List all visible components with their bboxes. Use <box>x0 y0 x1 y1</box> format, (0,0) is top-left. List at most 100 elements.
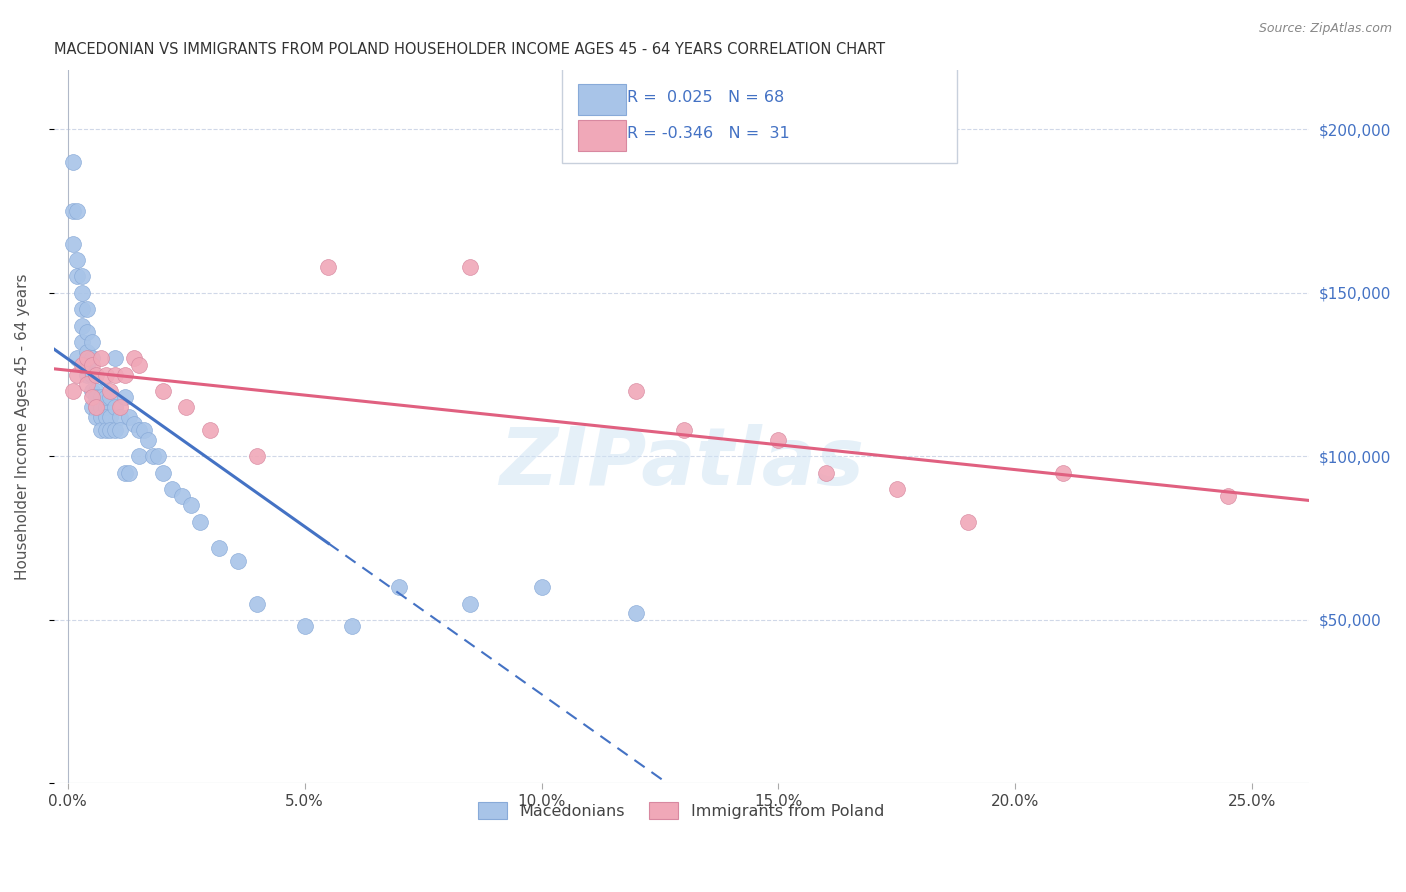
Point <box>100 410 122 425</box>
Point <box>94 423 117 437</box>
Point <box>228 554 250 568</box>
Point <box>108 410 131 425</box>
Point <box>76 325 98 339</box>
Point <box>100 391 122 405</box>
Text: R = -0.346   N =  31: R = -0.346 N = 31 <box>627 126 790 141</box>
Point <box>66 204 89 219</box>
Point <box>208 541 231 555</box>
Point <box>80 351 103 366</box>
Point <box>190 515 212 529</box>
Point <box>66 253 89 268</box>
Point <box>104 368 127 382</box>
Point <box>152 384 174 398</box>
Point <box>80 384 103 398</box>
Text: R =  0.025   N = 68: R = 0.025 N = 68 <box>627 90 785 105</box>
Point <box>114 368 136 382</box>
Point <box>70 358 93 372</box>
Point <box>626 384 648 398</box>
Point <box>84 401 107 415</box>
Point <box>460 597 482 611</box>
Point <box>100 384 122 398</box>
Point <box>80 368 103 382</box>
Point <box>76 377 98 392</box>
Point <box>62 236 84 251</box>
Point <box>114 391 136 405</box>
Point <box>886 482 908 496</box>
Point <box>66 269 89 284</box>
Point <box>70 269 93 284</box>
Point <box>246 597 269 611</box>
Point <box>1052 466 1074 480</box>
Point <box>76 351 98 366</box>
Point <box>66 368 89 382</box>
FancyBboxPatch shape <box>562 67 957 163</box>
Point <box>84 391 107 405</box>
Point <box>160 482 183 496</box>
Point <box>76 344 98 359</box>
Point <box>62 204 84 219</box>
Point <box>90 423 112 437</box>
Point <box>76 368 98 382</box>
Point <box>956 515 979 529</box>
Point <box>80 391 103 405</box>
Point <box>70 302 93 317</box>
Point <box>530 580 553 594</box>
Point <box>80 368 103 382</box>
Point <box>146 450 169 464</box>
Point <box>90 391 112 405</box>
Text: Source: ZipAtlas.com: Source: ZipAtlas.com <box>1258 22 1392 36</box>
Point <box>104 423 127 437</box>
Point <box>94 401 117 415</box>
Point <box>66 351 89 366</box>
Point <box>128 358 150 372</box>
Point <box>388 580 411 594</box>
Point <box>170 489 193 503</box>
Point <box>94 368 117 382</box>
Point <box>80 334 103 349</box>
Point <box>294 619 316 633</box>
Point <box>768 433 790 447</box>
Point <box>118 410 141 425</box>
Point <box>84 410 107 425</box>
Point <box>198 423 221 437</box>
Point <box>108 423 131 437</box>
Point <box>104 401 127 415</box>
Point <box>94 391 117 405</box>
Point <box>104 351 127 366</box>
Point <box>128 450 150 464</box>
Point <box>118 466 141 480</box>
Point <box>1218 489 1240 503</box>
Point <box>84 401 107 415</box>
Point <box>90 351 112 366</box>
Point <box>626 607 648 621</box>
Text: ZIPatlas: ZIPatlas <box>499 424 863 501</box>
Point <box>174 401 197 415</box>
Point <box>108 401 131 415</box>
Point <box>70 285 93 300</box>
Point <box>70 334 93 349</box>
Point <box>114 466 136 480</box>
Point <box>62 384 84 398</box>
Point <box>672 423 695 437</box>
Point <box>142 450 165 464</box>
Point <box>122 417 145 431</box>
Point <box>80 401 103 415</box>
Point <box>460 260 482 274</box>
Point <box>152 466 174 480</box>
Point <box>62 155 84 169</box>
FancyBboxPatch shape <box>578 84 626 115</box>
Point <box>814 466 837 480</box>
Point <box>90 410 112 425</box>
Point <box>70 318 93 333</box>
Point <box>84 384 107 398</box>
Legend: Macedonians, Immigrants from Poland: Macedonians, Immigrants from Poland <box>472 796 890 825</box>
Point <box>94 410 117 425</box>
Point <box>340 619 363 633</box>
FancyBboxPatch shape <box>578 120 626 151</box>
Point <box>132 423 155 437</box>
Point <box>246 450 269 464</box>
Point <box>76 302 98 317</box>
Point <box>90 401 112 415</box>
Point <box>318 260 340 274</box>
Point <box>180 499 202 513</box>
